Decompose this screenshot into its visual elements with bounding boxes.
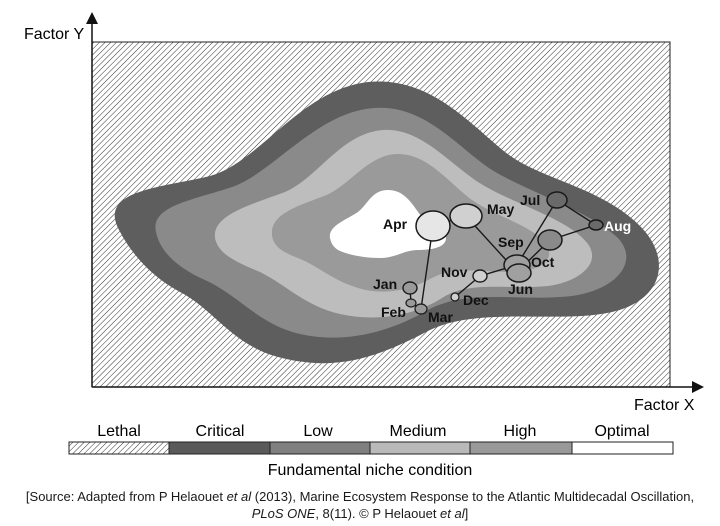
legend-label-lethal: Lethal bbox=[97, 423, 141, 440]
label-aug: Aug bbox=[604, 218, 631, 234]
label-nov: Nov bbox=[441, 264, 468, 280]
legend-swatch-critical bbox=[168, 441, 271, 455]
label-mar: Mar bbox=[428, 309, 453, 325]
legend-swatch-medium bbox=[369, 441, 471, 455]
legend-swatch-optimal bbox=[571, 441, 674, 455]
marker-dec bbox=[450, 292, 460, 302]
marker-sep bbox=[537, 229, 563, 251]
label-jul: Jul bbox=[520, 192, 540, 208]
label-jan: Jan bbox=[373, 276, 397, 292]
month-labels: Apr May Jul Aug Sep Oct Jun Nov Dec Jan … bbox=[373, 192, 631, 325]
y-axis-label: Factor Y bbox=[24, 26, 85, 43]
label-jun: Jun bbox=[508, 281, 533, 297]
marker-nov bbox=[472, 269, 488, 283]
label-sep: Sep bbox=[498, 234, 524, 250]
marker-mar bbox=[414, 303, 428, 315]
legend-title: Fundamental niche condition bbox=[268, 462, 473, 479]
legend-label-critical: Critical bbox=[196, 423, 245, 440]
legend-swatch-low bbox=[269, 441, 371, 455]
x-axis-label: Factor X bbox=[634, 397, 695, 414]
label-dec: Dec bbox=[463, 292, 489, 308]
source-line-1: [Source: Adapted from P Helaouet et al (… bbox=[25, 489, 695, 504]
legend: Lethal Critical Low Medium High Optimal … bbox=[68, 423, 674, 479]
marker-jan bbox=[402, 281, 418, 295]
marker-aug bbox=[588, 219, 604, 231]
legend-swatch-lethal bbox=[68, 441, 170, 455]
label-oct: Oct bbox=[531, 254, 555, 270]
label-apr: Apr bbox=[383, 216, 408, 232]
legend-label-medium: Medium bbox=[390, 423, 447, 440]
legend-label-optimal: Optimal bbox=[594, 423, 649, 440]
marker-feb bbox=[405, 298, 417, 308]
month-markers bbox=[402, 191, 604, 315]
label-may: May bbox=[487, 201, 514, 217]
marker-apr bbox=[415, 210, 451, 242]
legend-swatch-high bbox=[469, 441, 573, 455]
marker-jul bbox=[546, 191, 568, 209]
optimal-zone bbox=[329, 190, 446, 258]
source-citation: [Source: Adapted from P Helaouet et al (… bbox=[0, 488, 720, 522]
marker-jun bbox=[506, 263, 532, 283]
label-feb: Feb bbox=[381, 304, 406, 320]
source-line-2: PLoS ONE, 8(11). © P Helaouet et al] bbox=[251, 506, 469, 521]
legend-label-low: Low bbox=[303, 423, 333, 440]
legend-label-high: High bbox=[504, 423, 537, 440]
marker-may bbox=[449, 203, 483, 229]
